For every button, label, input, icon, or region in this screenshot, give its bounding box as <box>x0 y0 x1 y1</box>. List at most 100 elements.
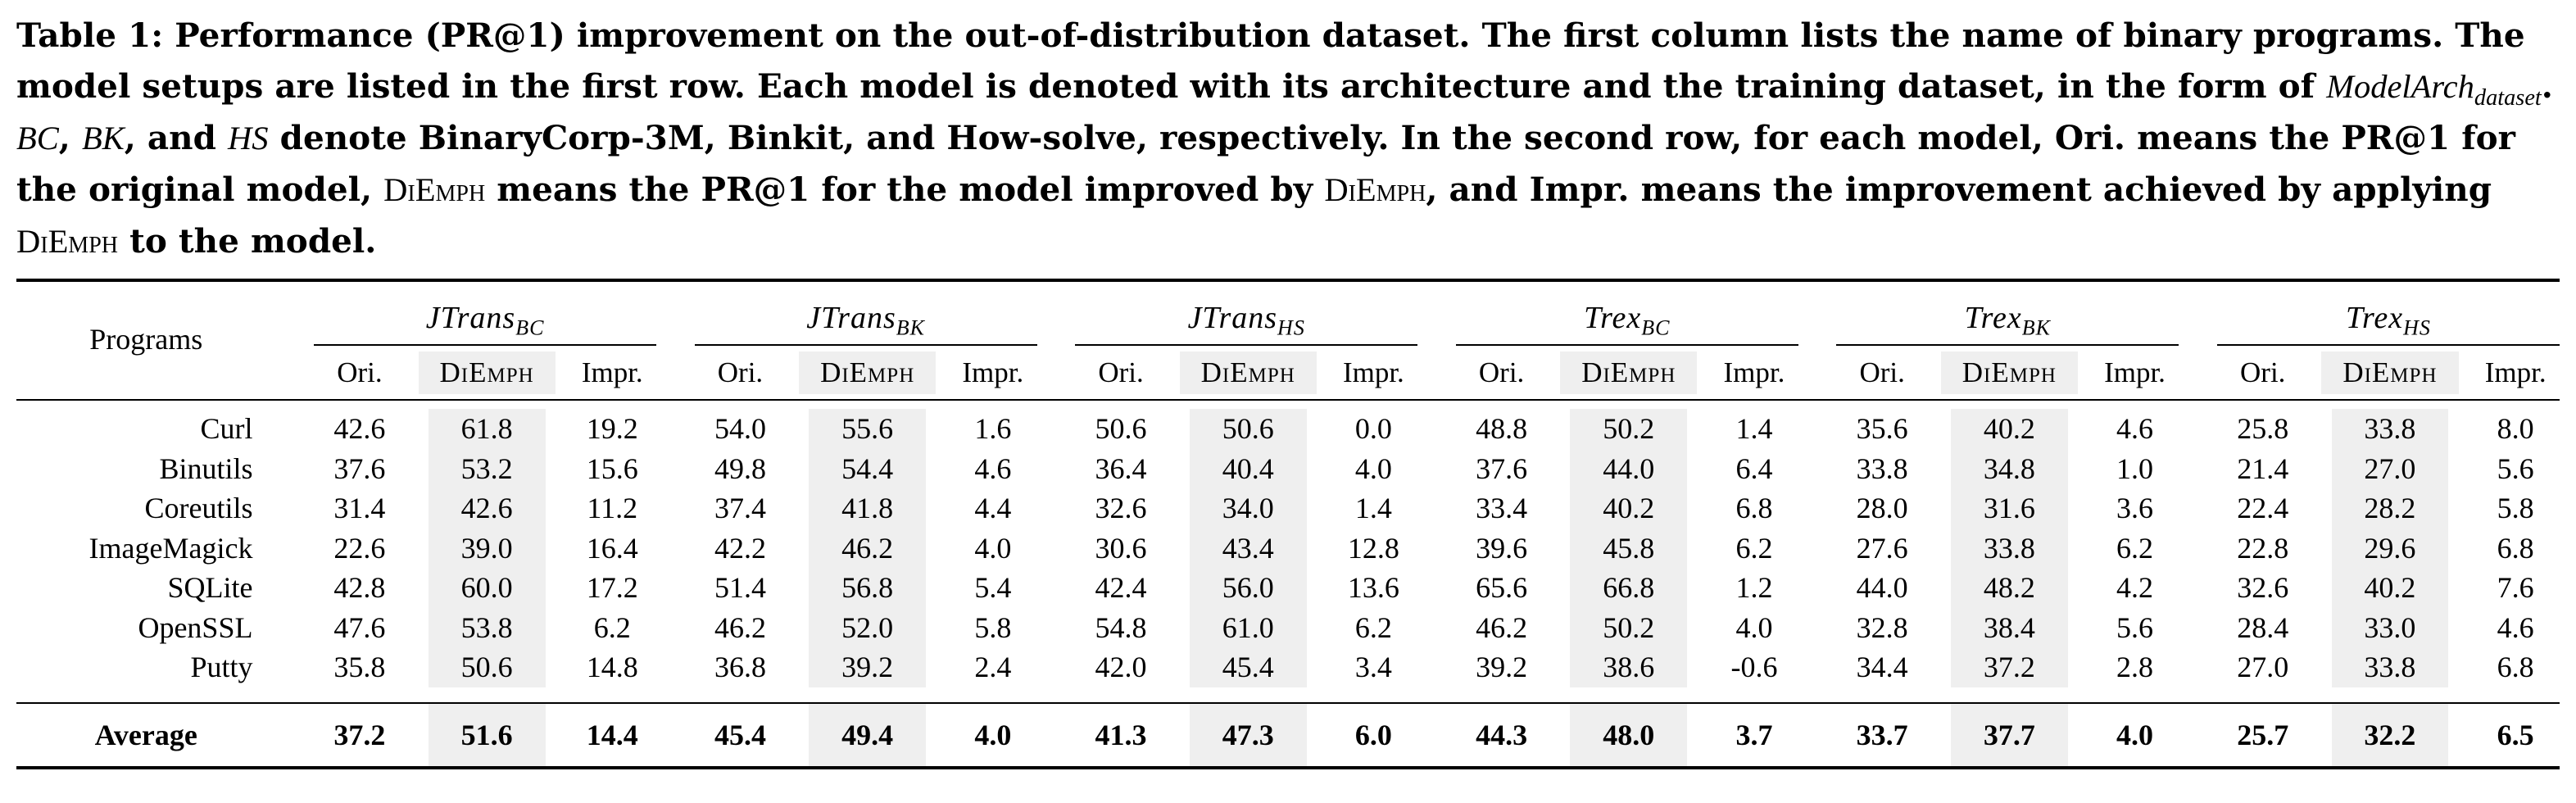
cell-diemph: 41.8 <box>786 488 949 529</box>
model-dataset: HS <box>1277 316 1305 340</box>
cell-gap <box>1798 608 1837 648</box>
subheader-label: Ori. <box>2240 356 2286 388</box>
cell-gap <box>275 608 314 648</box>
subheader-ori: Ori. <box>1455 345 1548 401</box>
cell-diemph: 50.2 <box>1547 400 1710 449</box>
model-dataset: BC <box>1641 316 1671 340</box>
caption-text: , and <box>124 118 229 157</box>
cell-diemph: 33.8 <box>2309 647 2472 703</box>
caption-text: . <box>2541 66 2553 106</box>
cell-impr: 5.6 <box>2116 610 2154 644</box>
cell-ori: 36.4 <box>1095 451 1147 485</box>
cell-gap <box>275 568 314 608</box>
model-arch: Trex <box>1964 301 2022 336</box>
cell-diemph: 60.0 <box>406 568 569 608</box>
cell-ori: 28.0 <box>1856 492 1908 525</box>
cell-diemph: 46.2 <box>786 528 949 568</box>
program-name: Curl <box>200 412 253 446</box>
cell-diemph: 53.8 <box>406 607 569 647</box>
cell-impr: 6.8 <box>1735 492 1773 525</box>
subheader-label: Impr. <box>1342 356 1404 388</box>
program-name: OpenSSL <box>138 610 253 644</box>
table-caption: Table 1: Performance (PR@1) improvement … <box>16 10 2560 267</box>
cell-impr: 3.7 <box>1710 701 1798 769</box>
subheader-label: DiEmph <box>418 351 556 394</box>
cell-gap <box>2179 608 2217 648</box>
cell-diemph: 29.6 <box>2309 528 2472 568</box>
model-dataset: HS <box>2403 316 2431 340</box>
cell-ori: 49.8 <box>714 451 766 485</box>
cell-gap <box>1037 488 1076 529</box>
model-arch: Trex <box>1584 301 1642 336</box>
cell-ori: 42.4 <box>1095 571 1147 605</box>
cell-diemph: 37.2 <box>1928 647 2091 703</box>
subheader-impr: Impr. <box>1710 345 1798 401</box>
subheader-label: Impr. <box>962 356 1024 388</box>
cell-ori: 37.2 <box>314 701 406 769</box>
cell-diemph: 50.6 <box>406 647 569 703</box>
cell-ori: 41.3 <box>1075 701 1167 769</box>
cell-ori: 27.0 <box>2237 651 2289 684</box>
cell-diemph: 52.0 <box>786 607 949 647</box>
cell-diemph: 39.2 <box>786 647 949 703</box>
cell-ori: 42.8 <box>333 571 386 605</box>
cell-gap <box>1417 400 1456 449</box>
subheader-diemph: DiEmph <box>1166 345 1330 401</box>
cell-impr: 16.4 <box>586 531 638 565</box>
table-body: Curl 42.6 61.8 19.2 54.0 55.6 1.6 50.6 50.6 0.0 48… <box>16 400 2560 769</box>
caption-form-main: ModelArch <box>2326 68 2474 105</box>
cell-impr: 1.0 <box>2116 451 2154 485</box>
cell-diemph: 54.4 <box>786 448 949 488</box>
cell-gap <box>275 400 314 449</box>
cell-gap <box>275 488 314 529</box>
cell-diemph: 53.2 <box>406 448 569 488</box>
cell-ori: 51.4 <box>714 571 766 605</box>
cell-ori: 25.7 <box>2216 701 2309 769</box>
cell-ori: 54.0 <box>714 412 766 446</box>
cell-ori: 34.4 <box>1856 651 1908 684</box>
cell-gap <box>1036 701 1076 769</box>
cell-impr: 6.2 <box>1354 610 1392 644</box>
cell-diemph: 51.6 <box>405 701 569 769</box>
cell-diemph: 38.4 <box>1928 607 2091 647</box>
cell-impr: 3.4 <box>1354 651 1392 684</box>
cell-ori: 46.2 <box>714 610 766 644</box>
model-arch: Trex <box>2346 301 2404 336</box>
table-row: SQLite 42.8 60.0 17.2 51.4 56.8 5.4 42.4 56.0 13.… <box>16 568 2560 608</box>
cell-impr: 17.2 <box>586 571 638 605</box>
cell-gap <box>1798 647 1837 703</box>
caption-diemph: DiEmph <box>1324 171 1426 208</box>
caption-text: means the PR@1 for the model improved by <box>485 170 1325 209</box>
caption-form-sub: dataset <box>2474 85 2542 111</box>
cell-impr: 5.8 <box>974 610 1012 644</box>
cell-ori: 32.6 <box>1095 492 1147 525</box>
table-row: ImageMagick 22.6 39.0 16.4 42.2 46.2 4.0 30.6 43… <box>16 528 2560 568</box>
subheader-ori: Ori. <box>1836 345 1928 401</box>
cell-gap <box>275 449 314 489</box>
cell-impr: 4.4 <box>974 492 1012 525</box>
cell-impr: 4.2 <box>2116 571 2154 605</box>
cell-impr: 4.0 <box>949 701 1037 769</box>
cell-diemph: 48.0 <box>1547 701 1711 769</box>
cell-impr: 0.0 <box>1354 412 1392 446</box>
cell-gap <box>656 647 695 703</box>
cell-impr: 6.8 <box>2497 531 2534 565</box>
cell-ori: 33.4 <box>1476 492 1528 525</box>
cell-diemph: 37.7 <box>1927 701 2091 769</box>
subheader-diemph: DiEmph <box>405 345 569 401</box>
cell-ori: 65.6 <box>1476 571 1528 605</box>
cell-gap <box>1037 608 1076 648</box>
cell-ori: 44.3 <box>1455 701 1548 769</box>
cell-ori: 44.0 <box>1856 571 1908 605</box>
cell-impr: 14.4 <box>568 701 657 769</box>
cell-ori: 36.8 <box>714 651 766 684</box>
cell-ori: 25.8 <box>2237 412 2289 446</box>
cell-ori: 32.6 <box>2237 571 2289 605</box>
cell-impr: 2.8 <box>2116 651 2154 684</box>
cell-ori: 42.0 <box>1095 651 1147 684</box>
cell-impr: 15.6 <box>586 451 638 485</box>
table-row: Binutils 37.6 53.2 15.6 49.8 54.4 4.6 36.4 40.4 4… <box>16 448 2560 489</box>
cell-diemph: 48.2 <box>1928 568 2091 608</box>
cell-impr: 5.6 <box>2497 451 2534 485</box>
table-header: Programs JTransBC JTransBK JTransHS TrexBC Tr… <box>16 279 2560 401</box>
